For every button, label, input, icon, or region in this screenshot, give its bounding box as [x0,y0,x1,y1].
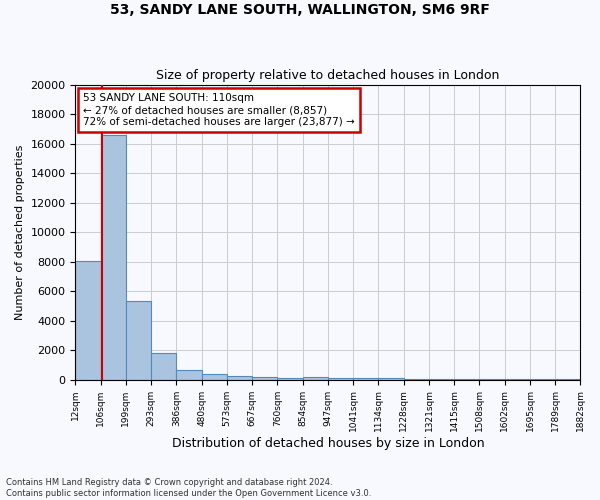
X-axis label: Distribution of detached houses by size in London: Distribution of detached houses by size … [172,437,484,450]
Bar [176,370,202,380]
Bar [227,376,253,380]
Bar [454,379,479,380]
Bar [379,378,404,380]
Bar [126,302,151,380]
Bar [303,378,328,380]
Bar [101,134,126,380]
Bar [76,260,101,380]
Bar [404,378,429,380]
Text: 53 SANDY LANE SOUTH: 110sqm
← 27% of detached houses are smaller (8,857)
72% of : 53 SANDY LANE SOUTH: 110sqm ← 27% of det… [83,94,355,126]
Bar [202,374,227,380]
Title: Size of property relative to detached houses in London: Size of property relative to detached ho… [156,69,500,82]
Bar [277,378,303,380]
Bar [353,378,379,380]
Bar [429,379,454,380]
Text: 53, SANDY LANE SOUTH, WALLINGTON, SM6 9RF: 53, SANDY LANE SOUTH, WALLINGTON, SM6 9R… [110,2,490,16]
Bar [328,378,353,380]
Y-axis label: Number of detached properties: Number of detached properties [15,144,25,320]
Bar [151,353,176,380]
Bar [253,378,277,380]
Text: Contains HM Land Registry data © Crown copyright and database right 2024.
Contai: Contains HM Land Registry data © Crown c… [6,478,371,498]
